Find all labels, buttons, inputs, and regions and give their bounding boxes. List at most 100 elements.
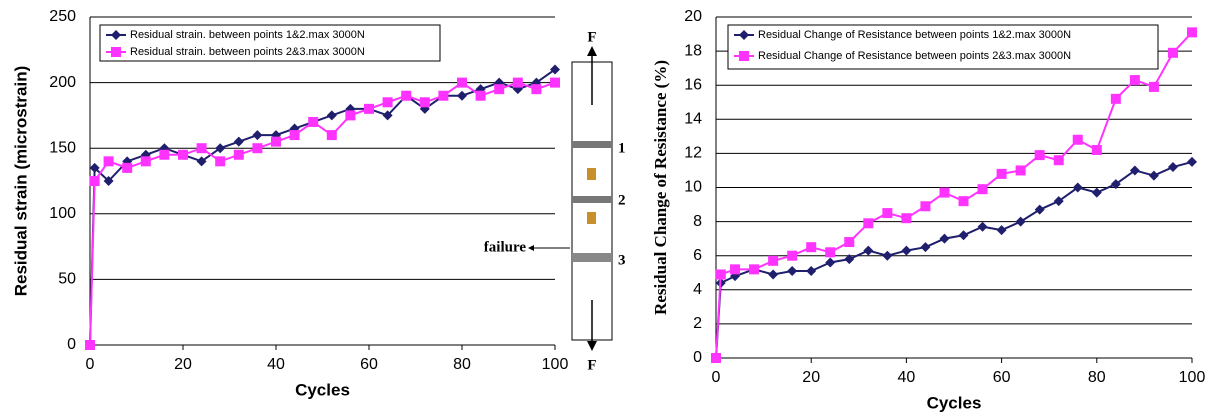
x-tick-label: 0 xyxy=(712,369,721,386)
marker xyxy=(996,225,1007,236)
marker xyxy=(1148,81,1159,92)
marker xyxy=(996,168,1007,179)
marker xyxy=(715,269,726,280)
marker xyxy=(494,84,505,95)
y-tick-label: 14 xyxy=(684,111,702,128)
gauge xyxy=(587,168,596,180)
marker xyxy=(457,77,467,88)
marker xyxy=(159,149,170,160)
marker xyxy=(1091,144,1102,155)
gauge xyxy=(587,212,596,224)
marker xyxy=(1148,170,1159,181)
x-axis-title: Cycles xyxy=(927,393,982,412)
marker xyxy=(103,176,114,186)
marker xyxy=(711,353,721,363)
marker xyxy=(863,245,874,256)
marker xyxy=(308,116,319,127)
marker xyxy=(1034,204,1045,215)
marker xyxy=(271,136,281,147)
force-label: F xyxy=(587,29,596,45)
legend-text: Residual Change of Resistance between po… xyxy=(758,29,1071,41)
y-tick-label: 100 xyxy=(49,205,76,222)
marker xyxy=(806,266,817,277)
y-axis-title: Residual Change of Resistance (%) xyxy=(651,60,670,315)
legend-marker xyxy=(739,30,749,40)
legend-text: Residual strain. between points 1&2.max … xyxy=(130,29,365,41)
marker xyxy=(401,90,412,101)
legend-box xyxy=(99,24,441,62)
y-tick-label: 250 xyxy=(49,8,76,25)
marker xyxy=(1129,75,1140,86)
marker xyxy=(730,264,741,275)
marker xyxy=(1167,162,1178,173)
marker xyxy=(85,340,95,350)
series-line xyxy=(89,68,556,346)
marker xyxy=(768,255,779,266)
marker xyxy=(364,103,374,114)
y-tick-label: 2 xyxy=(693,315,702,332)
marker xyxy=(844,254,855,265)
marker xyxy=(787,250,798,261)
x-tick-label: 0 xyxy=(86,356,95,373)
marker xyxy=(882,208,893,219)
marker xyxy=(1187,156,1197,167)
marker xyxy=(457,90,467,101)
marker xyxy=(863,218,874,229)
marker xyxy=(844,237,855,248)
marker xyxy=(1034,150,1045,161)
y-tick-label: 12 xyxy=(684,145,702,162)
force-label: F xyxy=(587,357,596,373)
legend-marker xyxy=(111,30,121,40)
marker xyxy=(882,250,893,261)
marker xyxy=(89,162,100,173)
arrowhead xyxy=(587,46,597,56)
x-tick-label: 60 xyxy=(993,369,1011,386)
marker xyxy=(531,84,542,95)
legend-marker xyxy=(111,47,121,57)
x-tick-label: 100 xyxy=(1179,369,1206,386)
marker xyxy=(1110,179,1121,190)
marker xyxy=(1091,187,1102,198)
marker xyxy=(103,156,114,167)
line-chart: 0 2 4 6 8 10 12 14 16 18 20 0 20 40 60 80 100 Cycles Resid… xyxy=(651,8,1206,412)
marker xyxy=(1053,155,1064,166)
point-label: 2 xyxy=(618,192,626,208)
series-line xyxy=(715,31,1193,359)
marker xyxy=(419,97,430,108)
y-tick-label: 6 xyxy=(693,247,702,264)
y-tick-label: 16 xyxy=(684,76,702,93)
x-tick-label: 40 xyxy=(267,356,285,373)
marker xyxy=(233,136,244,147)
y-tick-label: 0 xyxy=(693,349,702,366)
legend-text: Residual strain. between points 2&3.max … xyxy=(130,46,365,58)
legend-marker xyxy=(739,51,749,61)
marker xyxy=(1167,47,1178,58)
y-tick-label: 0 xyxy=(67,336,76,353)
specimen-diagram: F F 1 2 3 failure xyxy=(484,29,626,373)
y-tick-label: 20 xyxy=(684,8,702,25)
marker xyxy=(901,245,912,256)
y-axis-title: Residual strain (microstrain) xyxy=(11,66,30,297)
band xyxy=(572,253,612,262)
marker xyxy=(825,247,836,258)
marker xyxy=(475,90,486,101)
marker xyxy=(215,156,226,167)
marker xyxy=(806,242,817,253)
marker xyxy=(1053,196,1064,207)
x-axis-title: Cycles xyxy=(295,380,350,399)
point-label: 3 xyxy=(618,252,626,268)
x-tick-label: 100 xyxy=(542,356,569,373)
marker xyxy=(345,110,356,121)
marker xyxy=(958,196,969,207)
x-tick-label: 20 xyxy=(174,356,192,373)
marker xyxy=(768,269,779,280)
arrowhead xyxy=(528,245,534,251)
marker xyxy=(1015,165,1026,176)
x-tick-label: 40 xyxy=(898,369,916,386)
legend-box xyxy=(727,24,1159,70)
y-tick-label: 150 xyxy=(49,139,76,156)
failure-label: failure xyxy=(484,239,527,255)
y-tick-label: 200 xyxy=(49,74,76,91)
marker xyxy=(1187,27,1197,38)
y-tick-label: 4 xyxy=(693,281,702,298)
